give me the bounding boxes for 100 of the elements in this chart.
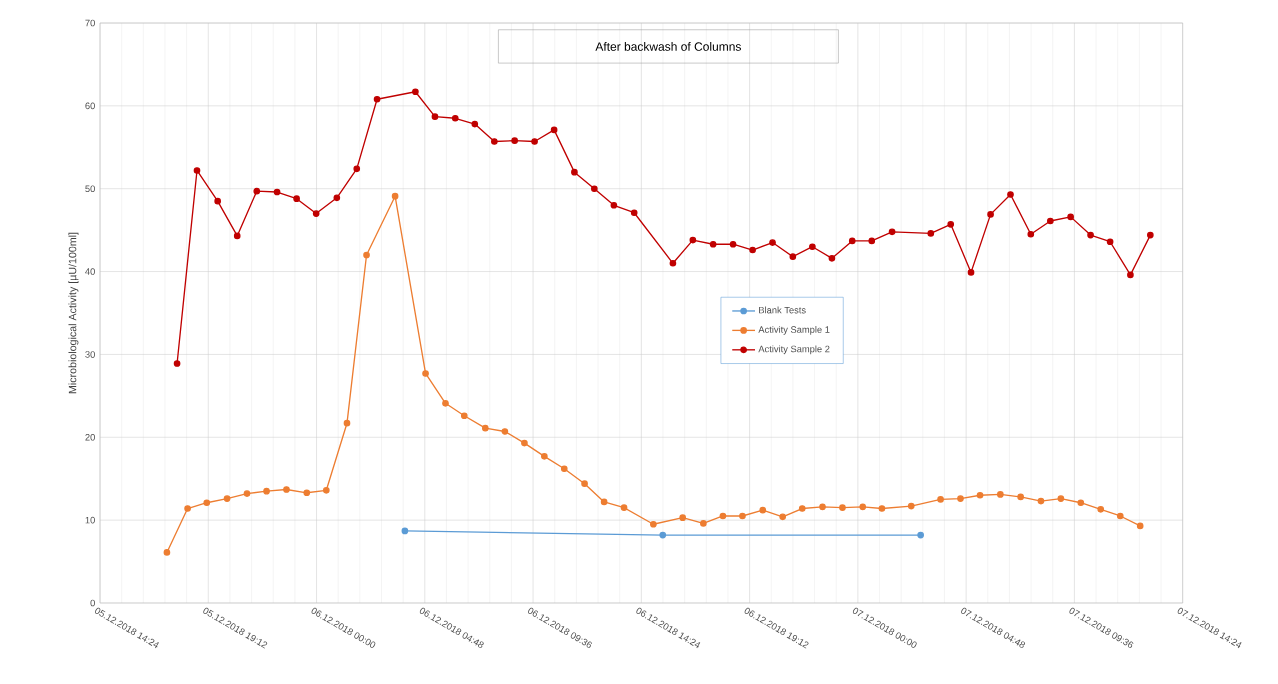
point: [293, 195, 300, 202]
point: [987, 211, 994, 218]
point: [839, 504, 846, 512]
point: [620, 504, 628, 512]
point: [976, 491, 984, 499]
point: [253, 187, 261, 195]
point: [689, 236, 697, 244]
point: [789, 253, 797, 260]
point: [1116, 512, 1124, 520]
point: [401, 527, 409, 535]
point: [1067, 213, 1074, 221]
point: [907, 502, 915, 510]
point: [412, 88, 419, 96]
point: [581, 480, 588, 488]
point: [888, 228, 896, 236]
point: [353, 165, 361, 173]
point: [501, 428, 509, 435]
point: [868, 237, 876, 245]
legend-label: Activity Sample 1: [758, 326, 830, 335]
point: [550, 126, 558, 134]
y-tick-label: 40: [85, 268, 95, 275]
point: [769, 239, 776, 246]
point: [719, 512, 727, 520]
point: [184, 505, 191, 512]
point: [442, 399, 449, 407]
point: [312, 210, 320, 217]
point: [343, 419, 351, 427]
point: [283, 486, 290, 493]
point: [422, 370, 429, 377]
point: [1077, 499, 1085, 507]
point: [521, 439, 528, 447]
point: [233, 232, 241, 240]
point: [957, 495, 964, 502]
point: [828, 254, 836, 262]
point: [997, 491, 1004, 498]
point: [1047, 217, 1054, 225]
point: [303, 489, 311, 497]
point: [1057, 495, 1065, 502]
point: [878, 505, 886, 512]
point: [679, 514, 687, 521]
point: [1106, 238, 1114, 246]
point: [273, 188, 281, 196]
y-tick-label: 60: [85, 102, 95, 110]
point: [163, 549, 171, 556]
point: [243, 490, 251, 497]
point: [511, 137, 518, 144]
point: [798, 505, 806, 512]
point: [749, 246, 756, 254]
point: [600, 498, 608, 506]
point: [1136, 522, 1144, 530]
y-tick-label: 20: [85, 433, 95, 441]
point: [947, 221, 955, 228]
legend-label: Activity Sample 2: [758, 345, 830, 355]
point: [650, 520, 657, 528]
point: [431, 113, 439, 120]
point: [491, 138, 498, 145]
point: [591, 185, 598, 193]
point: [700, 520, 707, 527]
point: [263, 487, 270, 495]
point: [471, 120, 479, 128]
point: [541, 453, 548, 460]
y-axis-title: Microbiological Activity [µU/100ml]: [68, 232, 79, 394]
point: [531, 138, 538, 145]
y-tick-label: 10: [85, 516, 95, 524]
point: [173, 360, 181, 367]
point: [659, 531, 667, 539]
point: [779, 513, 787, 521]
point: [967, 269, 975, 276]
point: [333, 194, 341, 202]
point: [1097, 506, 1105, 513]
point: [630, 209, 638, 217]
point: [391, 192, 399, 200]
point: [859, 503, 867, 511]
point: [214, 197, 222, 205]
y-tick-label: 0: [90, 599, 95, 607]
point: [739, 512, 746, 520]
point: [1087, 231, 1094, 239]
point: [373, 95, 381, 103]
point: [560, 465, 568, 473]
point: [451, 114, 459, 122]
point: [848, 237, 856, 245]
point: [937, 496, 944, 503]
y-tick-label: 30: [85, 351, 95, 358]
point: [1147, 231, 1154, 239]
point: [1127, 271, 1134, 279]
point: [709, 240, 717, 248]
point: [363, 251, 370, 259]
point: [481, 424, 489, 432]
point: [759, 506, 767, 514]
text: After backwash of Columns: [595, 42, 741, 51]
point: [1017, 493, 1024, 501]
point: [1037, 497, 1045, 505]
legend-label: Blank Tests: [759, 306, 806, 314]
point: [322, 486, 330, 494]
point: [917, 531, 924, 539]
point: [729, 240, 737, 248]
point: [460, 412, 468, 420]
point: [571, 168, 578, 176]
point: [610, 201, 618, 209]
point: [1027, 230, 1035, 238]
